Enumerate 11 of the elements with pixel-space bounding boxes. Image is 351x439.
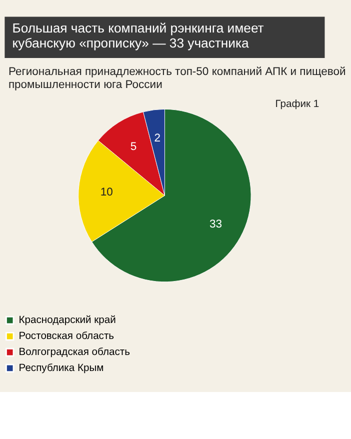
data-label: 2 — [154, 132, 161, 145]
legend-label: Краснодарский край — [18, 315, 116, 326]
legend-label: Волгоградская область — [18, 347, 130, 358]
data-label: 5 — [130, 141, 137, 154]
text: График 1 — [275, 98, 320, 110]
data-label: 33 — [209, 218, 222, 230]
data-label: 10 — [100, 186, 113, 199]
chart-title: Большая часть компаний рэнкинга имеет кубанскую «прописку» — 33 участника — [12, 20, 264, 51]
legend-label: Республика Крым — [18, 363, 104, 374]
legend-label: Ростовская область — [18, 331, 114, 342]
chart-subtitle: Региональная принадлежность топ-50 компаний АПК и пищевой промышленности юга России — [8, 66, 346, 92]
